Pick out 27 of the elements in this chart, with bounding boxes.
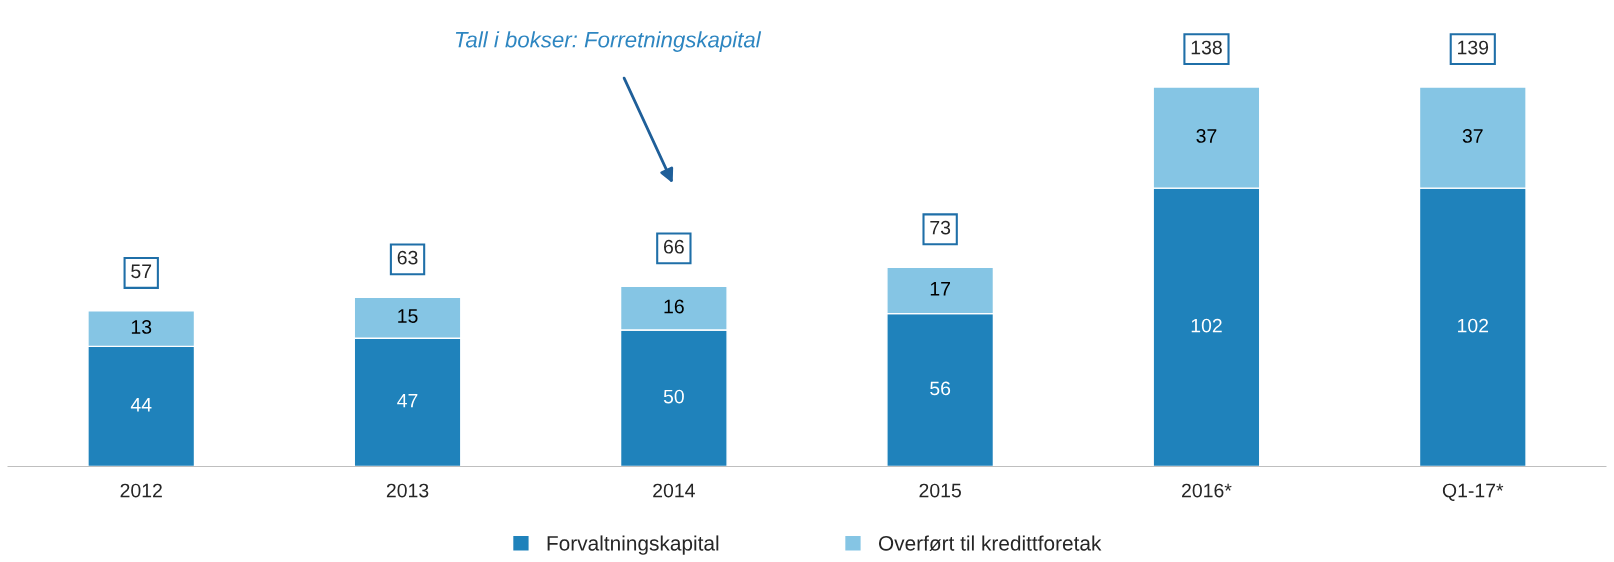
legend-label: Forvaltningskapital <box>547 535 719 555</box>
x-tick-label: 2014 <box>653 483 695 498</box>
data-label: 17 <box>930 282 950 296</box>
data-label: 15 <box>398 309 418 323</box>
legend-label: Overført til kredittforetak <box>878 535 1102 551</box>
data-label: 47 <box>397 393 418 408</box>
total-label: 63 <box>397 250 418 265</box>
x-tick-label: Q1-17* <box>1442 483 1504 501</box>
data-label: 56 <box>930 381 951 396</box>
x-tick-label: 2015 <box>919 483 961 498</box>
x-tick-label: 2012 <box>120 483 162 498</box>
total-label: 138 <box>1191 40 1222 55</box>
data-label: 13 <box>131 320 152 334</box>
total-label: 139 <box>1458 40 1489 55</box>
x-tick-label: 2016* <box>1182 483 1232 498</box>
data-label: 37 <box>1196 129 1217 143</box>
total-label: 66 <box>664 239 684 254</box>
data-label: 102 <box>1458 318 1489 333</box>
text: Tall i bokser: Forretningskapital <box>455 31 762 52</box>
data-label: 44 <box>130 398 152 412</box>
data-label: 16 <box>664 299 684 314</box>
x-tick-label: 2013 <box>386 483 429 498</box>
data-label: 102 <box>1191 318 1222 333</box>
total-label: 57 <box>131 264 152 279</box>
data-label: 50 <box>663 389 684 404</box>
data-label: 37 <box>1462 129 1483 143</box>
total-label: 73 <box>930 220 951 235</box>
